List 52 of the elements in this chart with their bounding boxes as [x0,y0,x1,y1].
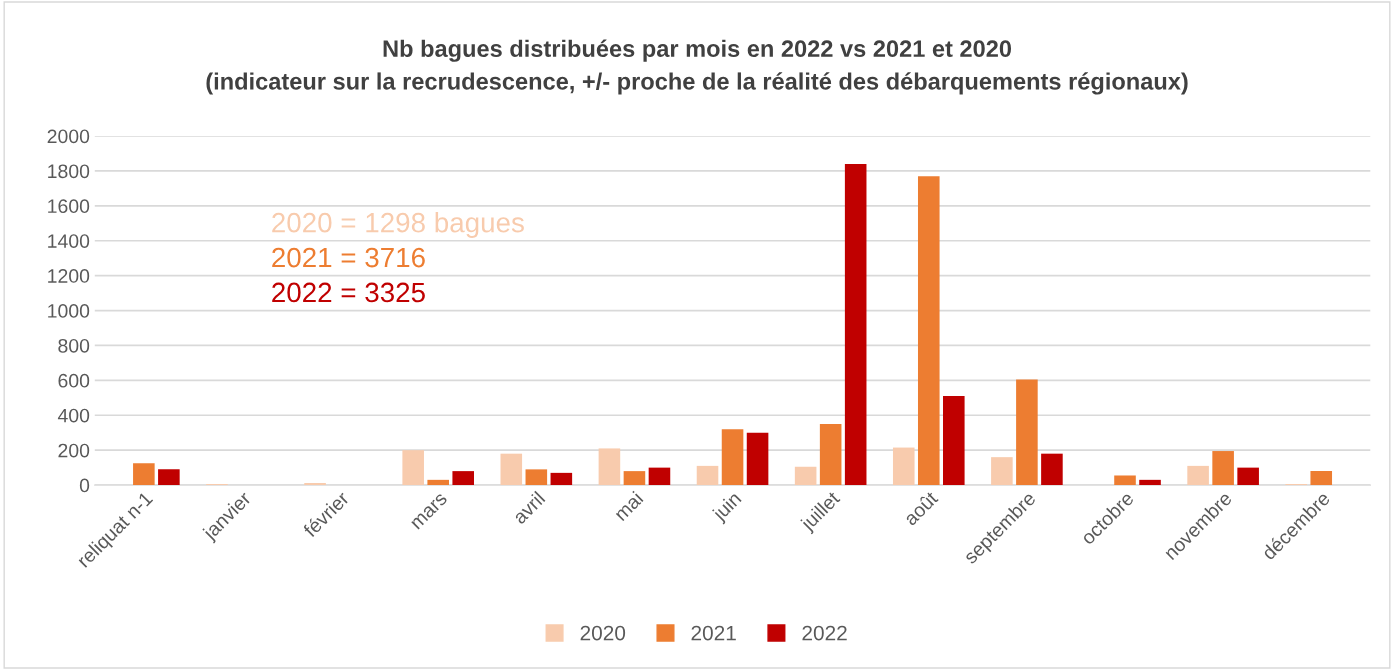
bar [1212,451,1234,486]
bar [1187,465,1209,486]
chart-title: Nb bagues distribuées par mois en 2022 vs 2021 et 2020 (indicateur sur la recrudescence, +/- proche de la réalité des débarquements régionaux) [206,39,1188,95]
y-tick-label: 600 [58,373,90,388]
x-tick-label: juin [710,490,745,525]
annotation: 2021 = 3716 [272,247,425,268]
bar [402,450,424,486]
y-tick-label: 800 [58,338,90,353]
bar [917,176,940,486]
y-tick-label: 2000 [47,129,90,144]
bar [623,471,646,486]
bar [1016,379,1038,486]
bar [794,466,817,486]
bar [1310,471,1333,486]
bar [550,472,573,486]
y-tick-label: 1600 [48,199,90,214]
bar [696,465,719,486]
bar [819,423,842,486]
bar [991,457,1013,486]
bar [133,463,155,486]
bar [943,396,965,486]
bar [892,447,915,486]
y-tick-label: 400 [57,408,90,423]
bar [721,429,744,486]
bar [525,469,548,486]
legend-label: 2022 [802,625,847,641]
bar [1139,479,1161,486]
bar [427,479,449,486]
bar [746,432,769,486]
bar [500,453,523,486]
bar [598,448,621,486]
annotation: 2020 = 1298 bagues [272,212,524,238]
y-tick-label: 1800 [48,164,90,179]
x-tick-label: avril [511,490,546,525]
y-tick-label: 1200 [48,269,90,283]
bar [1114,475,1136,486]
bar [844,163,867,486]
bar [1237,467,1259,486]
bar [648,467,671,486]
legend-label: 2021 [691,625,736,641]
bar [1041,453,1063,486]
y-tick-label: 200 [58,443,90,458]
bar [304,482,326,486]
y-tick-label: 1000 [48,304,90,318]
y-tick-label: 0 [79,478,90,493]
legend-label: 2020 [580,625,626,641]
annotation: 2022 = 3325 [272,282,425,303]
bar [158,469,180,486]
y-tick-label: 1400 [48,234,90,248]
bar [452,471,475,486]
x-tick-label: mai [613,490,644,522]
x-tick-label: août [902,489,939,527]
